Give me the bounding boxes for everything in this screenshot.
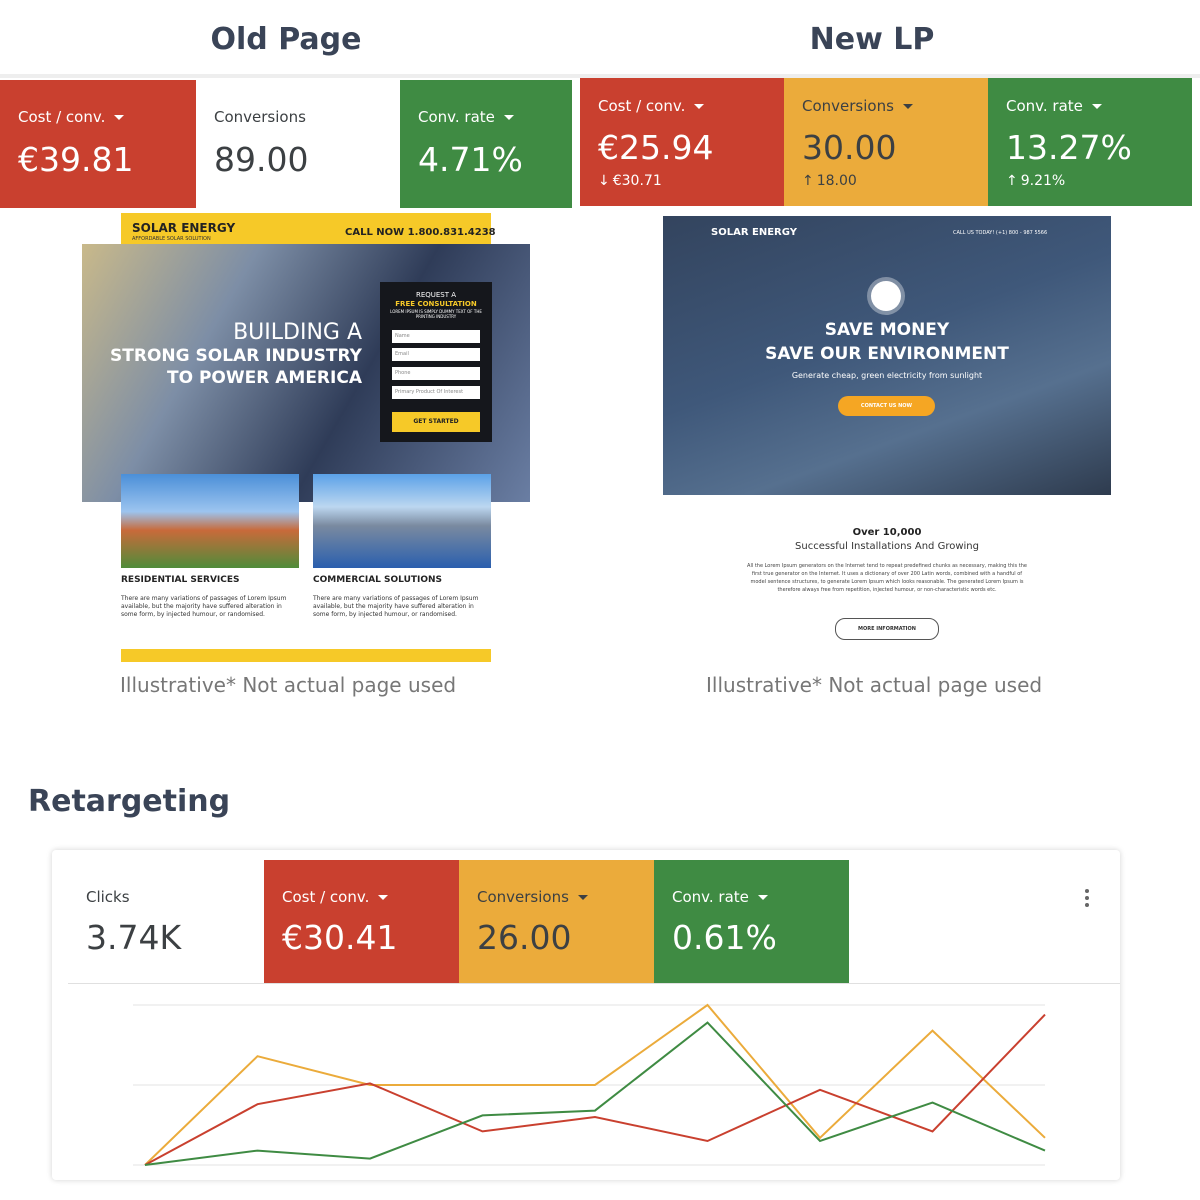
mockup-hero: [663, 216, 1111, 495]
metric-value: €25.94: [598, 128, 714, 167]
metric-tile[interactable]: Cost / conv. €39.81: [0, 80, 196, 208]
metric-value: 13.27%: [1006, 128, 1132, 167]
mockup-photo: [121, 474, 299, 568]
mockup-brand: SOLAR ENERGY: [132, 221, 236, 235]
metric-value: 89.00: [214, 140, 309, 179]
divider: [0, 74, 1200, 78]
section-text: There are many variations of passages of…: [313, 595, 479, 618]
more-button[interactable]: MORE INFORMATION: [835, 618, 939, 640]
section-text: There are many variations of passages of…: [121, 595, 287, 618]
stat: Over 10,000: [852, 527, 922, 538]
mockup-headline: SAVE MONEY: [824, 320, 950, 340]
metric-value: 0.61%: [672, 918, 777, 957]
form-field[interactable]: Primary Product Of Interest: [392, 386, 480, 399]
mockup-brand: SOLAR ENERGY: [711, 227, 797, 238]
metric-label: Conv. rate: [418, 108, 514, 126]
section-title: New LP: [809, 22, 935, 57]
section-title: Retargeting: [28, 784, 231, 819]
mockup-headline: BUILDING A: [233, 320, 362, 345]
metric-label: Clicks: [86, 888, 130, 906]
section-title: Old Page: [210, 22, 362, 57]
stat-text: Successful Installations And Growing: [795, 541, 979, 552]
body-text: All the Lorem Ipsum generators on the In…: [747, 563, 1027, 593]
series-line: [144, 1003, 1046, 1166]
more-menu[interactable]: [1080, 888, 1094, 908]
metric-label: Conversions: [214, 108, 306, 126]
form-button[interactable]: GET STARTED: [392, 412, 480, 432]
mockup-footer: [121, 649, 491, 662]
mockup-headline: TO POWER AMERICA: [167, 368, 362, 388]
metric-label: Cost / conv.: [598, 97, 704, 115]
metric-tile[interactable]: Conversions 30.00 18.00: [784, 78, 988, 206]
metric-value: €30.41: [282, 918, 398, 957]
form-text: LOREM IPSUM IS SIMPLY DUMMY TEXT OF THE …: [390, 309, 482, 319]
metric-label: Conversions: [477, 888, 588, 906]
metric-value: 30.00: [802, 128, 897, 167]
caption: Illustrative* Not actual page used: [120, 673, 457, 697]
sun-icon: [871, 281, 901, 311]
metric-label: Cost / conv.: [282, 888, 388, 906]
form-title: FREE CONSULTATION: [395, 300, 477, 308]
section-heading: COMMERCIAL SOLUTIONS: [313, 575, 443, 585]
line-chart: [133, 1003, 1046, 1166]
metric-tile[interactable]: Conv. rate 13.27% 9.21%: [988, 78, 1192, 206]
form-title: REQUEST A: [415, 291, 457, 299]
mockup-photo: [313, 474, 491, 568]
metric-value: 3.74K: [86, 918, 182, 957]
mockup-subline: Generate cheap, green electricity from s…: [791, 371, 983, 380]
metric-label: Conv. rate: [1006, 97, 1102, 115]
metric-label: Conv. rate: [672, 888, 768, 906]
metric-tile[interactable]: Conversions 26.00: [459, 860, 654, 983]
metric-tile[interactable]: Clicks 3.74K: [68, 860, 264, 983]
metric-label: Cost / conv.: [18, 108, 124, 126]
series-line: [144, 1021, 1046, 1166]
mockup-headline: STRONG SOLAR INDUSTRY: [110, 346, 362, 366]
metric-tile[interactable]: Conv. rate 4.71%: [400, 80, 572, 208]
metric-tile[interactable]: Cost / conv. €25.94 €30.71: [580, 78, 784, 206]
mockup-tagline: AFFORDABLE SOLAR SOLUTION: [132, 236, 211, 242]
caption: Illustrative* Not actual page used: [706, 673, 1043, 697]
metric-tile[interactable]: Conversions 89.00: [196, 80, 400, 208]
mockup-call: CALL NOW 1.800.831.4238: [345, 227, 496, 238]
metric-value: €39.81: [18, 140, 134, 179]
mockup-header: [121, 213, 491, 249]
metric-change: 9.21%: [1006, 173, 1065, 189]
section-heading: RESIDENTIAL SERVICES: [121, 575, 240, 585]
form-field[interactable]: Name: [392, 330, 480, 343]
form-field[interactable]: Phone: [392, 367, 480, 380]
mockup-headline: SAVE OUR ENVIRONMENT: [765, 344, 1009, 364]
metric-change: 18.00: [802, 173, 857, 189]
metric-label: Conversions: [802, 97, 913, 115]
divider: [68, 983, 1120, 984]
metric-value: 4.71%: [418, 140, 523, 179]
cta-button[interactable]: CONTACT US NOW: [838, 396, 935, 416]
form-field[interactable]: Email: [392, 348, 480, 361]
metric-value: 26.00: [477, 918, 572, 957]
metric-tile[interactable]: Conv. rate 0.61%: [654, 860, 849, 983]
series-line: [144, 1013, 1046, 1166]
metric-change: €30.71: [598, 173, 662, 189]
metric-tile[interactable]: Cost / conv. €30.41: [264, 860, 459, 983]
mockup-call: CALL US TODAY! (+1) 800 - 987 5566: [953, 230, 1048, 236]
